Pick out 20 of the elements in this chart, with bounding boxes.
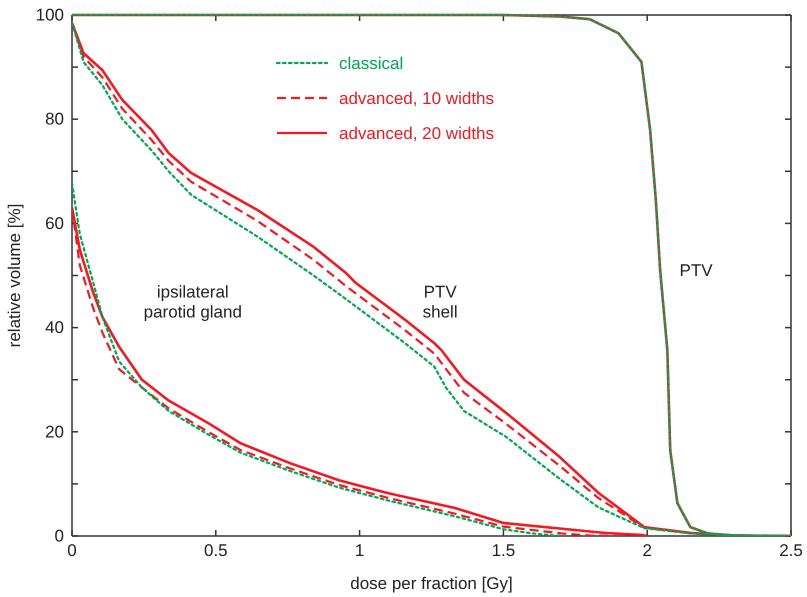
annotation: PTV (680, 261, 714, 280)
y-axis-title: relative volume [%] (5, 204, 24, 348)
x-tick-label: 2 (642, 541, 652, 560)
y-tick-label: 40 (45, 318, 64, 338)
y-tick-label: 100 (36, 5, 64, 24)
x-tick-label: 0.5 (204, 541, 228, 560)
legend-label: advanced, 10 widths (339, 89, 494, 108)
annotation: ipsilateral parotid gland (144, 282, 242, 322)
x-tick-label: 2.5 (779, 541, 803, 560)
annotation: PTV shell (422, 282, 458, 322)
legend-label: classical (339, 54, 404, 73)
x-tick-label: 1.5 (492, 541, 516, 560)
y-tick-label: 80 (45, 110, 64, 129)
legend-label: advanced, 20 widths (339, 124, 494, 143)
y-tick-label: 60 (45, 214, 64, 233)
x-axis-title: dose per fraction [Gy] (350, 574, 513, 593)
y-tick-label: 20 (45, 422, 64, 442)
x-tick-label: 1 (354, 541, 364, 560)
y-tick-label: 0 (54, 526, 64, 546)
x-tick-label: 0 (67, 541, 77, 560)
